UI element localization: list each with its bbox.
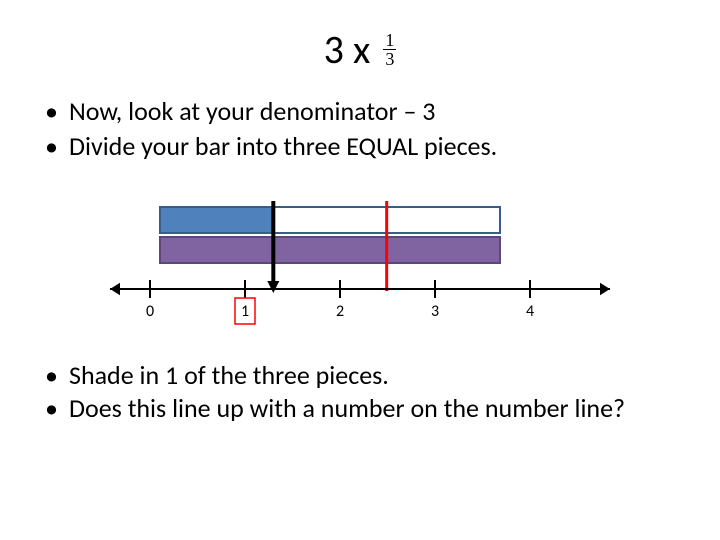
frac-denominator: 3 xyxy=(383,50,396,68)
svg-text:1: 1 xyxy=(241,302,249,321)
number-line-diagram: 0 1 2 3 4 xyxy=(90,189,630,339)
slide: 3 x 1 3 Now, look at your denominator – … xyxy=(0,0,720,540)
title-fraction: 1 3 xyxy=(383,31,396,68)
bullet-item: Shade in 1 of the three pieces. xyxy=(45,359,690,392)
bullet-item: Divide your bar into three EQUAL pieces. xyxy=(45,129,690,164)
bullets-top: Now, look at your denominator – 3 Divide… xyxy=(30,94,690,164)
title-prefix: 3 x xyxy=(324,25,371,74)
bullets-bottom: Shade in 1 of the three pieces. Does thi… xyxy=(30,359,690,424)
frac-numerator: 1 xyxy=(383,31,396,50)
slide-title: 3 x 1 3 xyxy=(30,25,690,74)
diagram-svg: 0 1 2 3 4 xyxy=(90,189,630,339)
svg-text:3: 3 xyxy=(431,302,439,321)
bullet-item: Now, look at your denominator – 3 xyxy=(45,94,690,129)
svg-text:2: 2 xyxy=(336,302,344,321)
svg-text:0: 0 xyxy=(146,302,154,321)
bullet-item: Does this line up with a number on the n… xyxy=(45,392,690,425)
svg-text:4: 4 xyxy=(526,302,534,321)
